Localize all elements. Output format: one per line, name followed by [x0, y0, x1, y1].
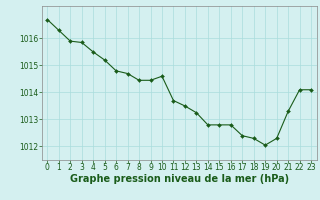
X-axis label: Graphe pression niveau de la mer (hPa): Graphe pression niveau de la mer (hPa): [70, 174, 289, 184]
